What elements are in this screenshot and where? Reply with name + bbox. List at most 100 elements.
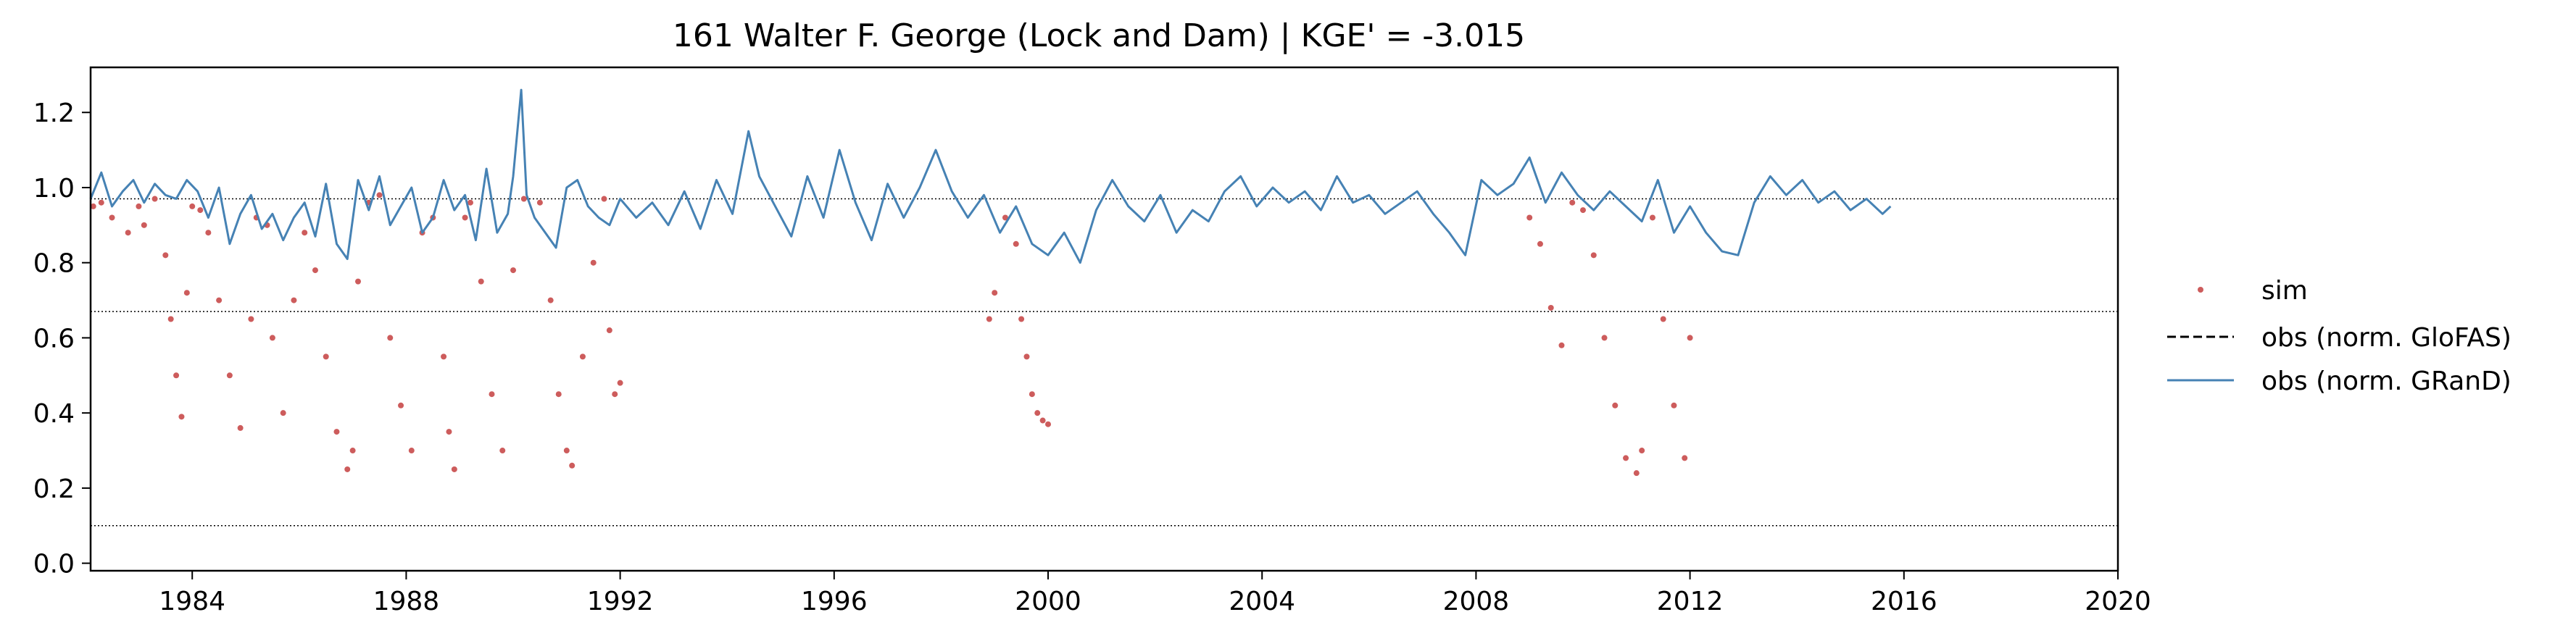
y-tick-label: 0.6 — [33, 324, 75, 353]
sim-point — [489, 391, 495, 398]
sim-point — [1580, 207, 1587, 214]
sim-point — [98, 199, 104, 206]
sim-point — [109, 214, 115, 221]
sim-point — [1045, 421, 1052, 427]
sim-point — [441, 353, 447, 360]
sim-point — [226, 372, 233, 379]
y-tick-label: 0.0 — [33, 550, 75, 579]
sim-point — [467, 199, 473, 206]
sim-point — [1601, 335, 1608, 341]
legend: sim obs (norm. GloFAS) obs (norm. GRanD) — [2167, 276, 2511, 396]
sim-point — [617, 380, 623, 386]
y-tick-label: 0.4 — [33, 399, 75, 429]
sim-point — [291, 297, 297, 303]
sim-point — [216, 297, 223, 303]
sim-point — [183, 290, 190, 296]
sim-point — [237, 424, 244, 431]
sim-point — [344, 466, 351, 472]
sim-point — [1660, 316, 1666, 322]
sim-point — [173, 372, 180, 379]
sim-point — [408, 448, 415, 454]
x-tick-label: 2000 — [1015, 587, 1081, 616]
obs-grand-line — [89, 88, 1892, 264]
sim-point — [1039, 417, 1046, 424]
x-tick-label: 2012 — [1657, 587, 1724, 616]
legend-marker-sim — [2198, 287, 2203, 293]
sim-point — [323, 353, 329, 360]
sim-point — [354, 278, 361, 285]
sim-point — [1682, 455, 1688, 461]
sim-point — [167, 316, 174, 322]
sim-point — [1612, 402, 1619, 409]
sim-point — [178, 414, 185, 420]
sim-point — [563, 448, 570, 454]
sim-point — [1547, 304, 1554, 311]
sim-point — [601, 196, 607, 202]
sim-point — [205, 230, 212, 236]
x-tick-label: 1992 — [587, 587, 654, 616]
x-tick-label: 1988 — [373, 587, 440, 616]
sim-point — [1590, 252, 1597, 259]
sim-point — [590, 259, 597, 266]
series-sim — [90, 192, 1693, 477]
sim-point — [141, 222, 147, 228]
sim-point — [349, 448, 356, 454]
sim-point — [1023, 353, 1030, 360]
legend-label: obs (norm. GloFAS) — [2261, 323, 2511, 353]
sim-point — [1623, 455, 1629, 461]
sim-point — [151, 196, 158, 202]
sim-point — [986, 316, 992, 322]
sim-point — [478, 278, 484, 285]
sim-point — [1649, 214, 1655, 221]
y-tick-label: 1.0 — [33, 174, 75, 204]
series-obs-grand — [89, 88, 1892, 264]
sim-point — [1633, 470, 1640, 477]
sim-point — [992, 290, 998, 296]
y-axis: 0.0 0.2 0.4 0.6 0.8 1.0 1.2 — [33, 99, 91, 579]
sim-point — [451, 466, 457, 472]
sim-point — [125, 230, 131, 236]
sim-point — [280, 410, 286, 416]
legend-label: sim — [2261, 276, 2308, 306]
sim-point — [1537, 240, 1543, 247]
sim-point — [90, 203, 96, 209]
sim-point — [302, 230, 308, 236]
x-tick-label: 2004 — [1229, 587, 1295, 616]
sim-point — [446, 429, 452, 435]
sim-point — [579, 353, 586, 360]
sim-point — [462, 214, 468, 221]
sim-point — [136, 203, 142, 209]
sim-point — [333, 429, 340, 435]
sim-point — [376, 192, 383, 198]
sim-point — [1018, 316, 1025, 322]
y-tick-label: 0.8 — [33, 249, 75, 279]
sim-point — [1687, 335, 1693, 341]
reference-lines — [91, 198, 2118, 527]
x-tick-label: 1984 — [159, 587, 225, 616]
sim-point — [1013, 240, 1019, 247]
sim-point — [606, 327, 612, 334]
sim-point — [248, 316, 254, 322]
sim-point — [1671, 402, 1677, 409]
sim-point — [1526, 214, 1533, 221]
sim-point — [1569, 199, 1576, 206]
y-tick-label: 1.2 — [33, 99, 75, 128]
sim-point — [269, 335, 275, 341]
legend-label: obs (norm. GRanD) — [2261, 366, 2511, 396]
x-tick-label: 2020 — [2085, 587, 2151, 616]
sim-point — [1002, 214, 1008, 221]
sim-point — [162, 252, 169, 259]
sim-point — [510, 267, 517, 274]
sim-point — [1639, 448, 1645, 454]
sim-point — [1029, 391, 1035, 398]
sim-point — [1034, 410, 1041, 416]
x-axis: 1984 1988 1992 1996 2000 2004 2008 2012 2016 2020 — [159, 571, 2151, 616]
sim-point — [555, 391, 562, 398]
sim-point — [612, 391, 618, 398]
sim-point — [312, 267, 318, 274]
sim-point — [189, 203, 196, 209]
x-tick-label: 1996 — [801, 587, 868, 616]
sim-point — [398, 402, 404, 409]
sim-point — [197, 207, 204, 214]
